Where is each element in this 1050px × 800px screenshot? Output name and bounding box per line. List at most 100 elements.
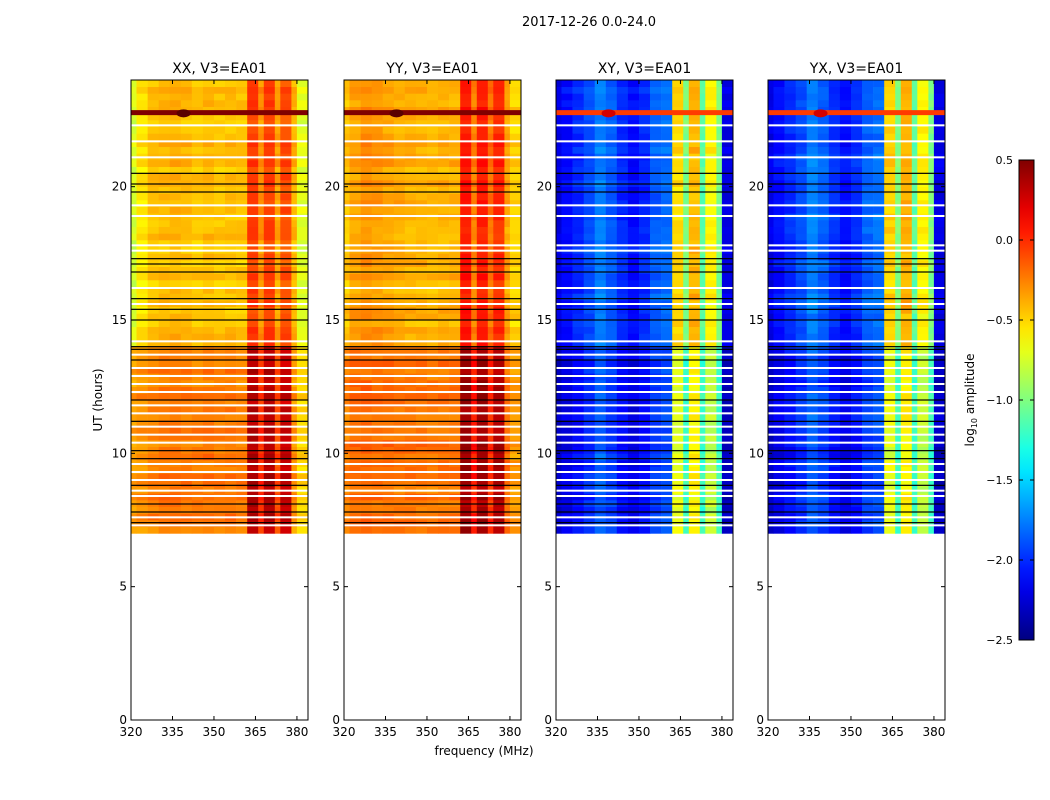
heatmap-cell xyxy=(828,280,841,287)
heatmap-cell xyxy=(616,313,629,321)
heatmap-cell xyxy=(884,206,896,214)
heatmap-cell xyxy=(721,366,734,374)
heatmap-cell xyxy=(493,306,505,314)
heatmap-cell xyxy=(344,393,350,401)
heatmap-cell xyxy=(191,253,204,261)
heatmap-cell xyxy=(583,520,596,527)
heatmap-cell xyxy=(158,453,171,461)
heatmap-cell xyxy=(404,340,417,347)
heatmap-cell xyxy=(911,360,918,367)
heatmap-cell xyxy=(274,433,281,441)
heatmap-cell xyxy=(404,473,417,481)
heatmap-cell xyxy=(131,120,137,127)
heatmap-cell xyxy=(427,366,439,374)
flagged-line xyxy=(556,484,733,486)
heatmap-cell xyxy=(672,346,684,354)
heatmap-cell xyxy=(263,266,276,274)
heatmap-cell xyxy=(911,200,918,207)
heatmap-cell xyxy=(360,280,372,287)
heatmap-cell xyxy=(851,173,863,181)
heatmap-cell xyxy=(344,233,350,241)
missing-data-line xyxy=(344,353,521,356)
heatmap-cell xyxy=(895,346,901,354)
heatmap-cell xyxy=(191,353,204,361)
heatmap-cell xyxy=(911,420,918,427)
heatmap-cell xyxy=(147,453,159,461)
heatmap-cell xyxy=(873,233,885,241)
heatmap-cell xyxy=(136,400,148,407)
heatmap-cell xyxy=(688,406,701,414)
heatmap-cell xyxy=(371,140,384,147)
heatmap-cell xyxy=(806,240,819,247)
heatmap-cell xyxy=(705,253,717,261)
heatmap-cell xyxy=(158,133,171,141)
heatmap-cell xyxy=(795,480,808,487)
heatmap-cell xyxy=(291,346,298,354)
heatmap-cell xyxy=(895,206,901,214)
heatmap-cell xyxy=(873,140,885,147)
heatmap-cell xyxy=(476,286,489,294)
heatmap-cell xyxy=(393,473,406,481)
heatmap-cell xyxy=(851,206,863,214)
heatmap-cell xyxy=(839,473,852,481)
heatmap-cell xyxy=(661,326,673,334)
heatmap-cell xyxy=(487,326,494,334)
heatmap-cell xyxy=(572,320,584,327)
heatmap-cell xyxy=(616,326,629,334)
heatmap-cell xyxy=(291,400,298,407)
heatmap-cell xyxy=(862,340,874,347)
heatmap-cell xyxy=(136,306,148,314)
heatmap-cell xyxy=(933,240,946,247)
heatmap-cell xyxy=(616,433,629,441)
heatmap-cell xyxy=(900,526,913,534)
heatmap-cell xyxy=(236,133,248,141)
heatmap-cell xyxy=(476,333,489,341)
heatmap-cell xyxy=(504,366,511,374)
heatmap-cell xyxy=(225,366,237,374)
heatmap-cell xyxy=(344,293,350,301)
heatmap-cell xyxy=(371,433,384,441)
heatmap-cell xyxy=(594,133,607,141)
heatmap-cell xyxy=(493,113,505,121)
heatmap-cell xyxy=(768,400,774,407)
missing-data-line xyxy=(131,249,308,252)
heatmap-cell xyxy=(650,306,662,314)
heatmap-cell xyxy=(493,506,505,514)
heatmap-cell xyxy=(851,360,863,367)
heatmap-cell xyxy=(873,320,885,327)
heatmap-cell xyxy=(393,393,406,401)
heatmap-cell xyxy=(344,400,350,407)
heatmap-cell xyxy=(572,520,584,527)
heatmap-cell xyxy=(404,86,417,94)
heatmap-cell xyxy=(393,220,406,227)
missing-data-line xyxy=(131,303,308,305)
heatmap-cell xyxy=(556,386,562,394)
heatmap-cell xyxy=(202,280,215,287)
heatmap-cell xyxy=(928,333,935,341)
heatmap-cell xyxy=(817,433,830,441)
heatmap-cell xyxy=(393,426,406,434)
heatmap-cell xyxy=(247,80,259,87)
heatmap-cell xyxy=(449,133,461,141)
heatmap-cell xyxy=(415,520,428,527)
heatmap-cell xyxy=(556,400,562,407)
heatmap-cell xyxy=(393,253,406,261)
heatmap-cell xyxy=(427,293,439,301)
heatmap-cell xyxy=(683,273,689,281)
heatmap-cell xyxy=(911,313,918,321)
heatmap-cell xyxy=(873,280,885,287)
heatmap-cell xyxy=(404,233,417,241)
heatmap-cell xyxy=(504,173,511,181)
heatmap-cell xyxy=(900,226,913,234)
heatmap-cell xyxy=(438,240,450,247)
heatmap-cell xyxy=(784,273,796,281)
heatmap-cell xyxy=(650,393,662,401)
heatmap-cell xyxy=(795,340,808,347)
heatmap-cell xyxy=(214,360,226,367)
heatmap-cell xyxy=(504,233,511,241)
heatmap-cell xyxy=(509,466,522,474)
heatmap-cell xyxy=(627,193,640,201)
heatmap-cell xyxy=(862,313,874,321)
heatmap-cell xyxy=(862,433,874,441)
heatmap-cell xyxy=(263,200,276,207)
